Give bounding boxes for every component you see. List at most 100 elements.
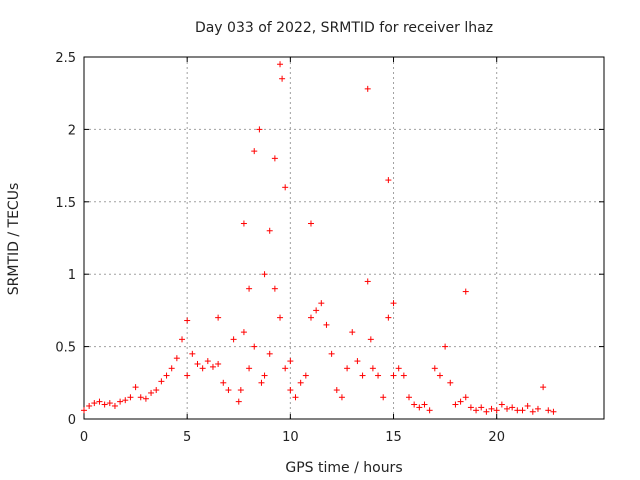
data-point: [127, 394, 134, 401]
data-point: [168, 365, 175, 372]
data-point: [173, 355, 180, 362]
data-point: [442, 343, 449, 350]
data-point: [452, 401, 459, 408]
data-point: [406, 394, 412, 401]
data-point: [493, 407, 500, 414]
data-point: [313, 307, 320, 314]
data-point: [534, 405, 541, 412]
y-tick-label: 2.5: [55, 51, 76, 66]
data-point: [256, 126, 263, 133]
data-point: [132, 384, 139, 391]
data-point: [235, 398, 242, 405]
x-tick-label: 10: [282, 430, 299, 445]
data-point: [258, 379, 265, 386]
data-point: [344, 365, 351, 372]
data-point: [142, 395, 149, 402]
data-point: [266, 350, 273, 357]
data-point: [390, 372, 397, 379]
data-point: [184, 372, 191, 379]
data-point: [246, 365, 253, 372]
y-tick-label: 0.5: [55, 341, 76, 356]
y-axis-label: SRMTID / TECUs: [6, 183, 22, 296]
data-point: [287, 358, 294, 365]
axis-ticks: 0 0.5 1 1.5 2 2.5 0 5 10 15 20: [55, 51, 604, 445]
data-point: [251, 148, 258, 155]
data-point: [426, 407, 433, 414]
data-point: [359, 372, 366, 379]
data-point: [122, 397, 129, 404]
data-point: [457, 398, 464, 405]
data-point: [117, 398, 124, 405]
data-point: [240, 220, 247, 227]
data-point: [540, 384, 547, 391]
data-point: [447, 379, 454, 386]
y-tick-label: 1.5: [55, 196, 76, 211]
x-tick-label: 15: [385, 430, 402, 445]
plot-border: [83, 56, 605, 420]
data-point: [462, 394, 469, 401]
data-point: [106, 400, 113, 407]
plot-frame: [83, 56, 605, 420]
data-point: [179, 336, 186, 343]
data-point: [251, 343, 258, 350]
data-point: [483, 408, 490, 415]
data-point: [395, 365, 402, 372]
data-point: [328, 350, 335, 357]
data-point: [199, 365, 206, 372]
data-point: [292, 394, 299, 401]
data-point: [271, 285, 278, 292]
data-point: [364, 278, 371, 285]
y-tick-label: 0: [68, 413, 76, 428]
data-point: [416, 404, 423, 411]
data-point: [277, 61, 284, 68]
data-point: [436, 372, 443, 379]
data-point: [282, 184, 289, 191]
data-points: [81, 61, 557, 415]
data-point: [364, 85, 371, 92]
x-axis-label: GPS time / hours: [285, 460, 402, 476]
data-point: [354, 358, 361, 365]
data-point: [524, 402, 531, 409]
data-point: [91, 400, 98, 407]
data-point: [338, 394, 345, 401]
data-point: [467, 404, 474, 411]
data-point: [380, 394, 387, 401]
data-point: [81, 407, 87, 414]
data-point: [385, 177, 392, 184]
y-tick-label: 2: [68, 123, 76, 138]
data-point: [367, 336, 374, 343]
data-point: [194, 360, 201, 367]
x-tick-label: 20: [488, 430, 505, 445]
data-point: [237, 387, 244, 394]
data-point: [529, 408, 536, 415]
y-tick-label: 1: [68, 268, 76, 283]
data-point: [390, 300, 397, 307]
data-point: [240, 329, 247, 336]
data-point: [163, 372, 170, 379]
data-point: [246, 285, 253, 292]
data-point: [369, 365, 376, 372]
data-point: [101, 401, 108, 408]
data-point: [148, 389, 155, 396]
grid-lines: [84, 57, 604, 419]
data-point: [204, 358, 211, 365]
data-point: [509, 404, 516, 411]
data-point: [349, 329, 356, 336]
data-point: [153, 387, 160, 394]
data-point: [473, 407, 480, 414]
x-tick-label: 0: [80, 430, 88, 445]
data-point: [385, 314, 392, 321]
data-point: [271, 155, 278, 162]
data-point: [297, 379, 304, 386]
data-point: [111, 402, 118, 409]
data-point: [545, 407, 552, 414]
data-point: [96, 398, 103, 405]
data-point: [279, 75, 286, 82]
data-point: [215, 360, 222, 367]
data-point: [277, 314, 284, 321]
data-point: [209, 363, 216, 370]
data-point: [282, 365, 289, 372]
data-point: [478, 404, 485, 411]
data-point: [261, 372, 268, 379]
